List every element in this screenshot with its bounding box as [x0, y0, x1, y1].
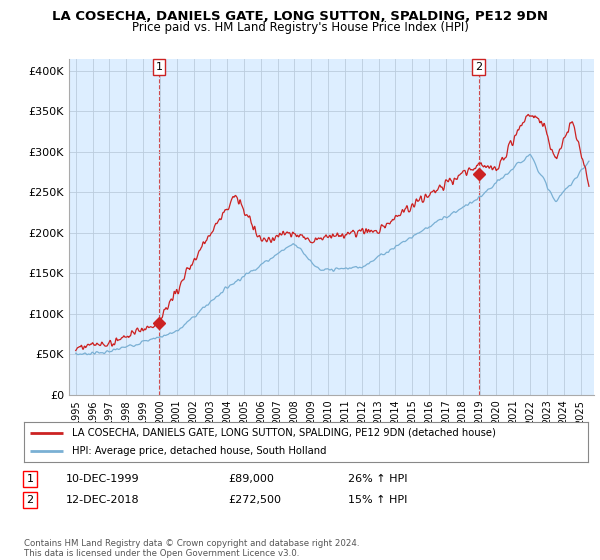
- Text: LA COSECHA, DANIELS GATE, LONG SUTTON, SPALDING, PE12 9DN: LA COSECHA, DANIELS GATE, LONG SUTTON, S…: [52, 10, 548, 23]
- Text: £89,000: £89,000: [228, 474, 274, 484]
- Text: £272,500: £272,500: [228, 495, 281, 505]
- Text: 26% ↑ HPI: 26% ↑ HPI: [348, 474, 407, 484]
- Text: 12-DEC-2018: 12-DEC-2018: [66, 495, 140, 505]
- Text: LA COSECHA, DANIELS GATE, LONG SUTTON, SPALDING, PE12 9DN (detached house): LA COSECHA, DANIELS GATE, LONG SUTTON, S…: [72, 428, 496, 437]
- Text: 10-DEC-1999: 10-DEC-1999: [66, 474, 140, 484]
- Text: 1: 1: [155, 62, 163, 72]
- Text: 2: 2: [475, 62, 482, 72]
- Text: 1: 1: [26, 474, 34, 484]
- Text: 15% ↑ HPI: 15% ↑ HPI: [348, 495, 407, 505]
- Text: 2: 2: [26, 495, 34, 505]
- Text: Price paid vs. HM Land Registry's House Price Index (HPI): Price paid vs. HM Land Registry's House …: [131, 21, 469, 34]
- Text: Contains HM Land Registry data © Crown copyright and database right 2024.
This d: Contains HM Land Registry data © Crown c…: [24, 539, 359, 558]
- Text: HPI: Average price, detached house, South Holland: HPI: Average price, detached house, Sout…: [72, 446, 326, 456]
